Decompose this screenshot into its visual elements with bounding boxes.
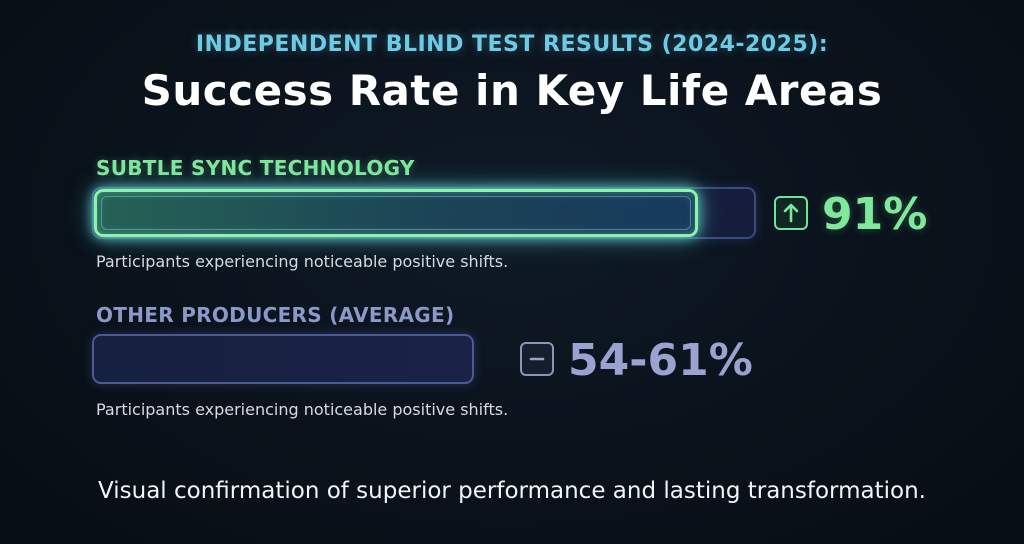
- footer-caption: Visual confirmation of superior performa…: [98, 478, 926, 504]
- chart-title: Success Rate in Key Life Areas: [141, 66, 883, 115]
- minus-icon: [520, 342, 554, 376]
- series-label-subtle-sync: SUBTLE SYNC TECHNOLOGY: [96, 156, 415, 180]
- note-subtle-sync: Participants experiencing noticeable pos…: [96, 252, 509, 271]
- chart-kicker: INDEPENDENT BLIND TEST RESULTS (2024-202…: [195, 32, 829, 57]
- bar-fill-other-producers: [92, 334, 474, 384]
- value-label-other-producers: 54-61%: [568, 335, 753, 386]
- bar-fill-subtle-sync: [94, 189, 699, 237]
- bar-track-subtle-sync: [92, 187, 756, 239]
- series-label-other-producers: OTHER PRODUCERS (AVERAGE): [96, 303, 455, 327]
- bar-track-other-producers: [92, 334, 474, 384]
- value-label-subtle-sync: 91%: [822, 189, 928, 240]
- arrow-up-icon: [774, 196, 808, 230]
- note-other-producers: Participants experiencing noticeable pos…: [96, 400, 509, 419]
